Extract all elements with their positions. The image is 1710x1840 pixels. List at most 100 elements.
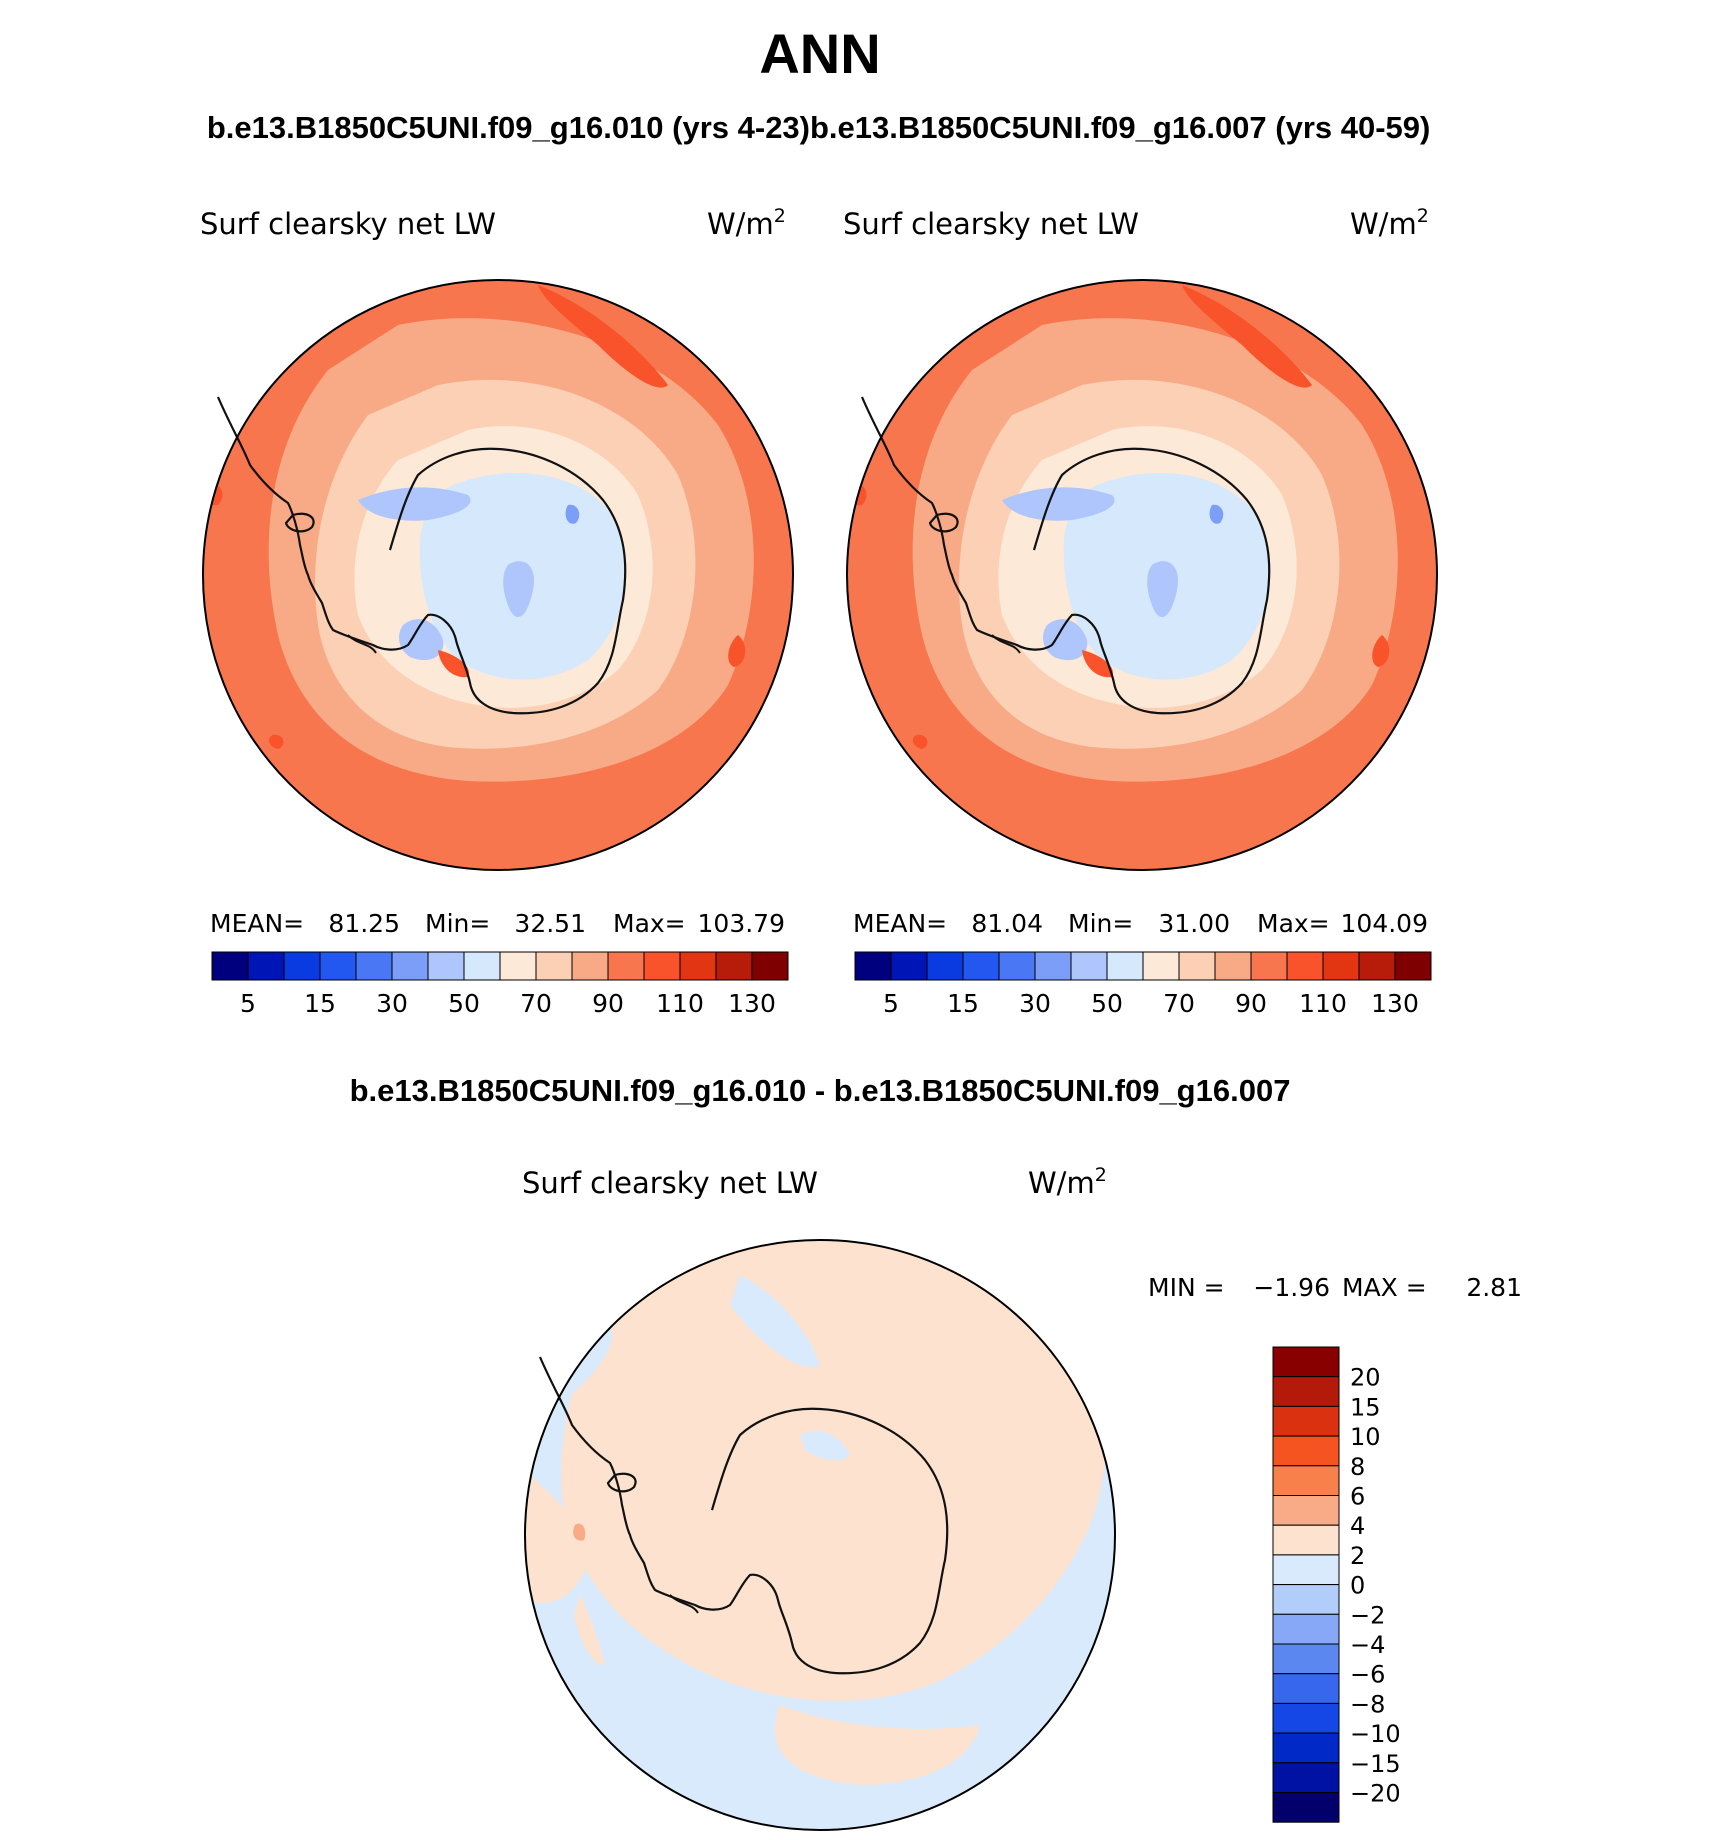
panel-a-boundary [202,279,794,871]
colorbar-tick-label: 50 [448,989,480,1018]
panel-b-min: 31.00 [1158,909,1230,938]
panel-a-mean: 81.25 [328,909,400,938]
colorbar-swatch [1394,951,1432,981]
colorbar-tick-label: −2 [1350,1601,1385,1629]
colorbar-swatch [1034,951,1072,981]
colorbar-tick-label: 8 [1350,1453,1365,1481]
colorbar-swatch [535,951,573,981]
colorbar-swatch [355,951,393,981]
colorbar-swatch [679,951,717,981]
panel-diff-max: 2.81 [1466,1273,1522,1302]
colorbar-swatch [1272,1643,1340,1675]
colorbar-tick-label: 110 [656,989,704,1018]
colorbar-tick-label: −10 [1350,1720,1401,1748]
colorbar-tick-label: 15 [947,989,979,1018]
panel-diff-max-label: MAX = [1342,1273,1427,1302]
colorbar-swatch [1272,1732,1340,1764]
colorbar-swatch [391,951,429,981]
colorbar-tick-label: 20 [1350,1364,1381,1392]
panel-diff-boundary [524,1239,1116,1831]
panel-b-max-label: Max= [1257,909,1330,938]
colorbar-tick-label: 10 [1350,1423,1381,1451]
colorbar-swatch [643,951,681,981]
panel-a-colorbar: 5 15 30 50 70 90 110 130 [211,951,789,1018]
colorbar-swatch [1272,1762,1340,1794]
panel-diff-stats: MIN = −1.96 MAX = 2.81 [1148,1273,1522,1302]
colorbar-swatch [1272,1435,1340,1467]
panel-b-boundary [846,279,1438,871]
colorbar-swatch [854,951,892,981]
colorbar-swatch [1272,1554,1340,1586]
panel-a-mean-label: MEAN= [210,909,304,938]
colorbar-swatch [998,951,1036,981]
colorbar-swatch [1106,951,1144,981]
colorbar-swatch [211,951,249,981]
panel-diff-variable: Surf clearsky net LW [522,1166,818,1200]
panel-a-max: 103.79 [698,909,785,938]
colorbar-swatch [1178,951,1216,981]
panel-b-variable: Surf clearsky net LW [843,207,1139,241]
colorbar-swatch [427,951,465,981]
panel-diff-min-label: MIN = [1148,1273,1225,1302]
colorbar-swatch [1250,951,1288,981]
colorbar-swatch [751,951,789,981]
panel-diff-units: W/m2 [1028,1164,1107,1200]
colorbar-tick-label: −8 [1350,1690,1385,1718]
colorbar-tick-label: −4 [1350,1631,1385,1659]
colorbar-swatch [1272,1613,1340,1645]
colorbar-tick-label: 70 [1163,989,1195,1018]
colorbar-swatch [247,951,285,981]
panel-diff-field [525,1240,1115,1830]
colorbar-tick-label: 50 [1091,989,1123,1018]
panel-b-stats: MEAN= 81.04 Min= 31.00 Max= 104.09 [853,909,1428,938]
panel-a-field [203,280,793,870]
panel-a-map [203,280,793,870]
panel-b-mean: 81.04 [971,909,1043,938]
colorbar-swatch [1070,951,1108,981]
panel-b-min-label: Min= [1068,909,1133,938]
panel-a-min-label: Min= [425,909,490,938]
colorbar-tick-label: −6 [1350,1661,1385,1689]
colorbar-swatch [499,951,537,981]
colorbar-swatch [1272,1702,1340,1734]
colorbar-swatch [1272,1376,1340,1407]
colorbar-swatch [283,951,321,981]
colorbar-tick-label: 2 [1350,1542,1365,1570]
colorbar-tick-label: 0 [1350,1572,1365,1600]
colorbar-tick-label: 90 [592,989,624,1018]
colorbar-swatch [890,951,928,981]
colorbar-swatch [571,951,609,981]
colorbar-swatch [463,951,501,981]
panel-diff-min: −1.96 [1253,1273,1330,1302]
panel-b-max: 104.09 [1341,909,1428,938]
colorbar-swatch [1272,1465,1340,1497]
colorbar-swatch [319,951,357,981]
colorbar-tick-label: 15 [1350,1393,1381,1421]
panel-case-b: Surf clearsky net LW W/m2 MEAN= 81.04 Mi… [843,205,1438,1018]
subtitle-right: b.e13.B1850C5UNI.f09_g16.007 (yrs 40-59) [810,110,1430,145]
colorbar-swatch [1142,951,1180,981]
figure-title: ANN [759,22,880,85]
colorbar-swatch [1272,1584,1340,1615]
panel-difference: Surf clearsky net LW W/m2 MIN = −1.96 MA… [522,1164,1522,1831]
colorbar-swatch [1286,951,1324,981]
colorbar-swatch [607,951,645,981]
colorbar-tick-label: 30 [376,989,408,1018]
colorbar-tick-label: 110 [1299,989,1347,1018]
colorbar-swatch [926,951,964,981]
panel-case-a: Surf clearsky net LW W/m2 MEAN= 81.25 Mi… [200,205,794,1018]
colorbar-swatch [1358,951,1396,981]
colorbar-swatch [1272,1673,1340,1704]
panel-b-mean-label: MEAN= [853,909,947,938]
colorbar-tick-label: 6 [1350,1483,1365,1511]
colorbar-tick-label: 130 [728,989,776,1018]
colorbar-tick-label: 5 [883,989,899,1018]
panel-a-variable: Surf clearsky net LW [200,207,496,241]
colorbar-tick-label: 4 [1350,1512,1365,1540]
colorbar-tick-label: 70 [520,989,552,1018]
colorbar-swatch [1322,951,1360,981]
panel-b-units: W/m2 [1350,205,1429,241]
colorbar-tick-label: −15 [1350,1750,1401,1778]
